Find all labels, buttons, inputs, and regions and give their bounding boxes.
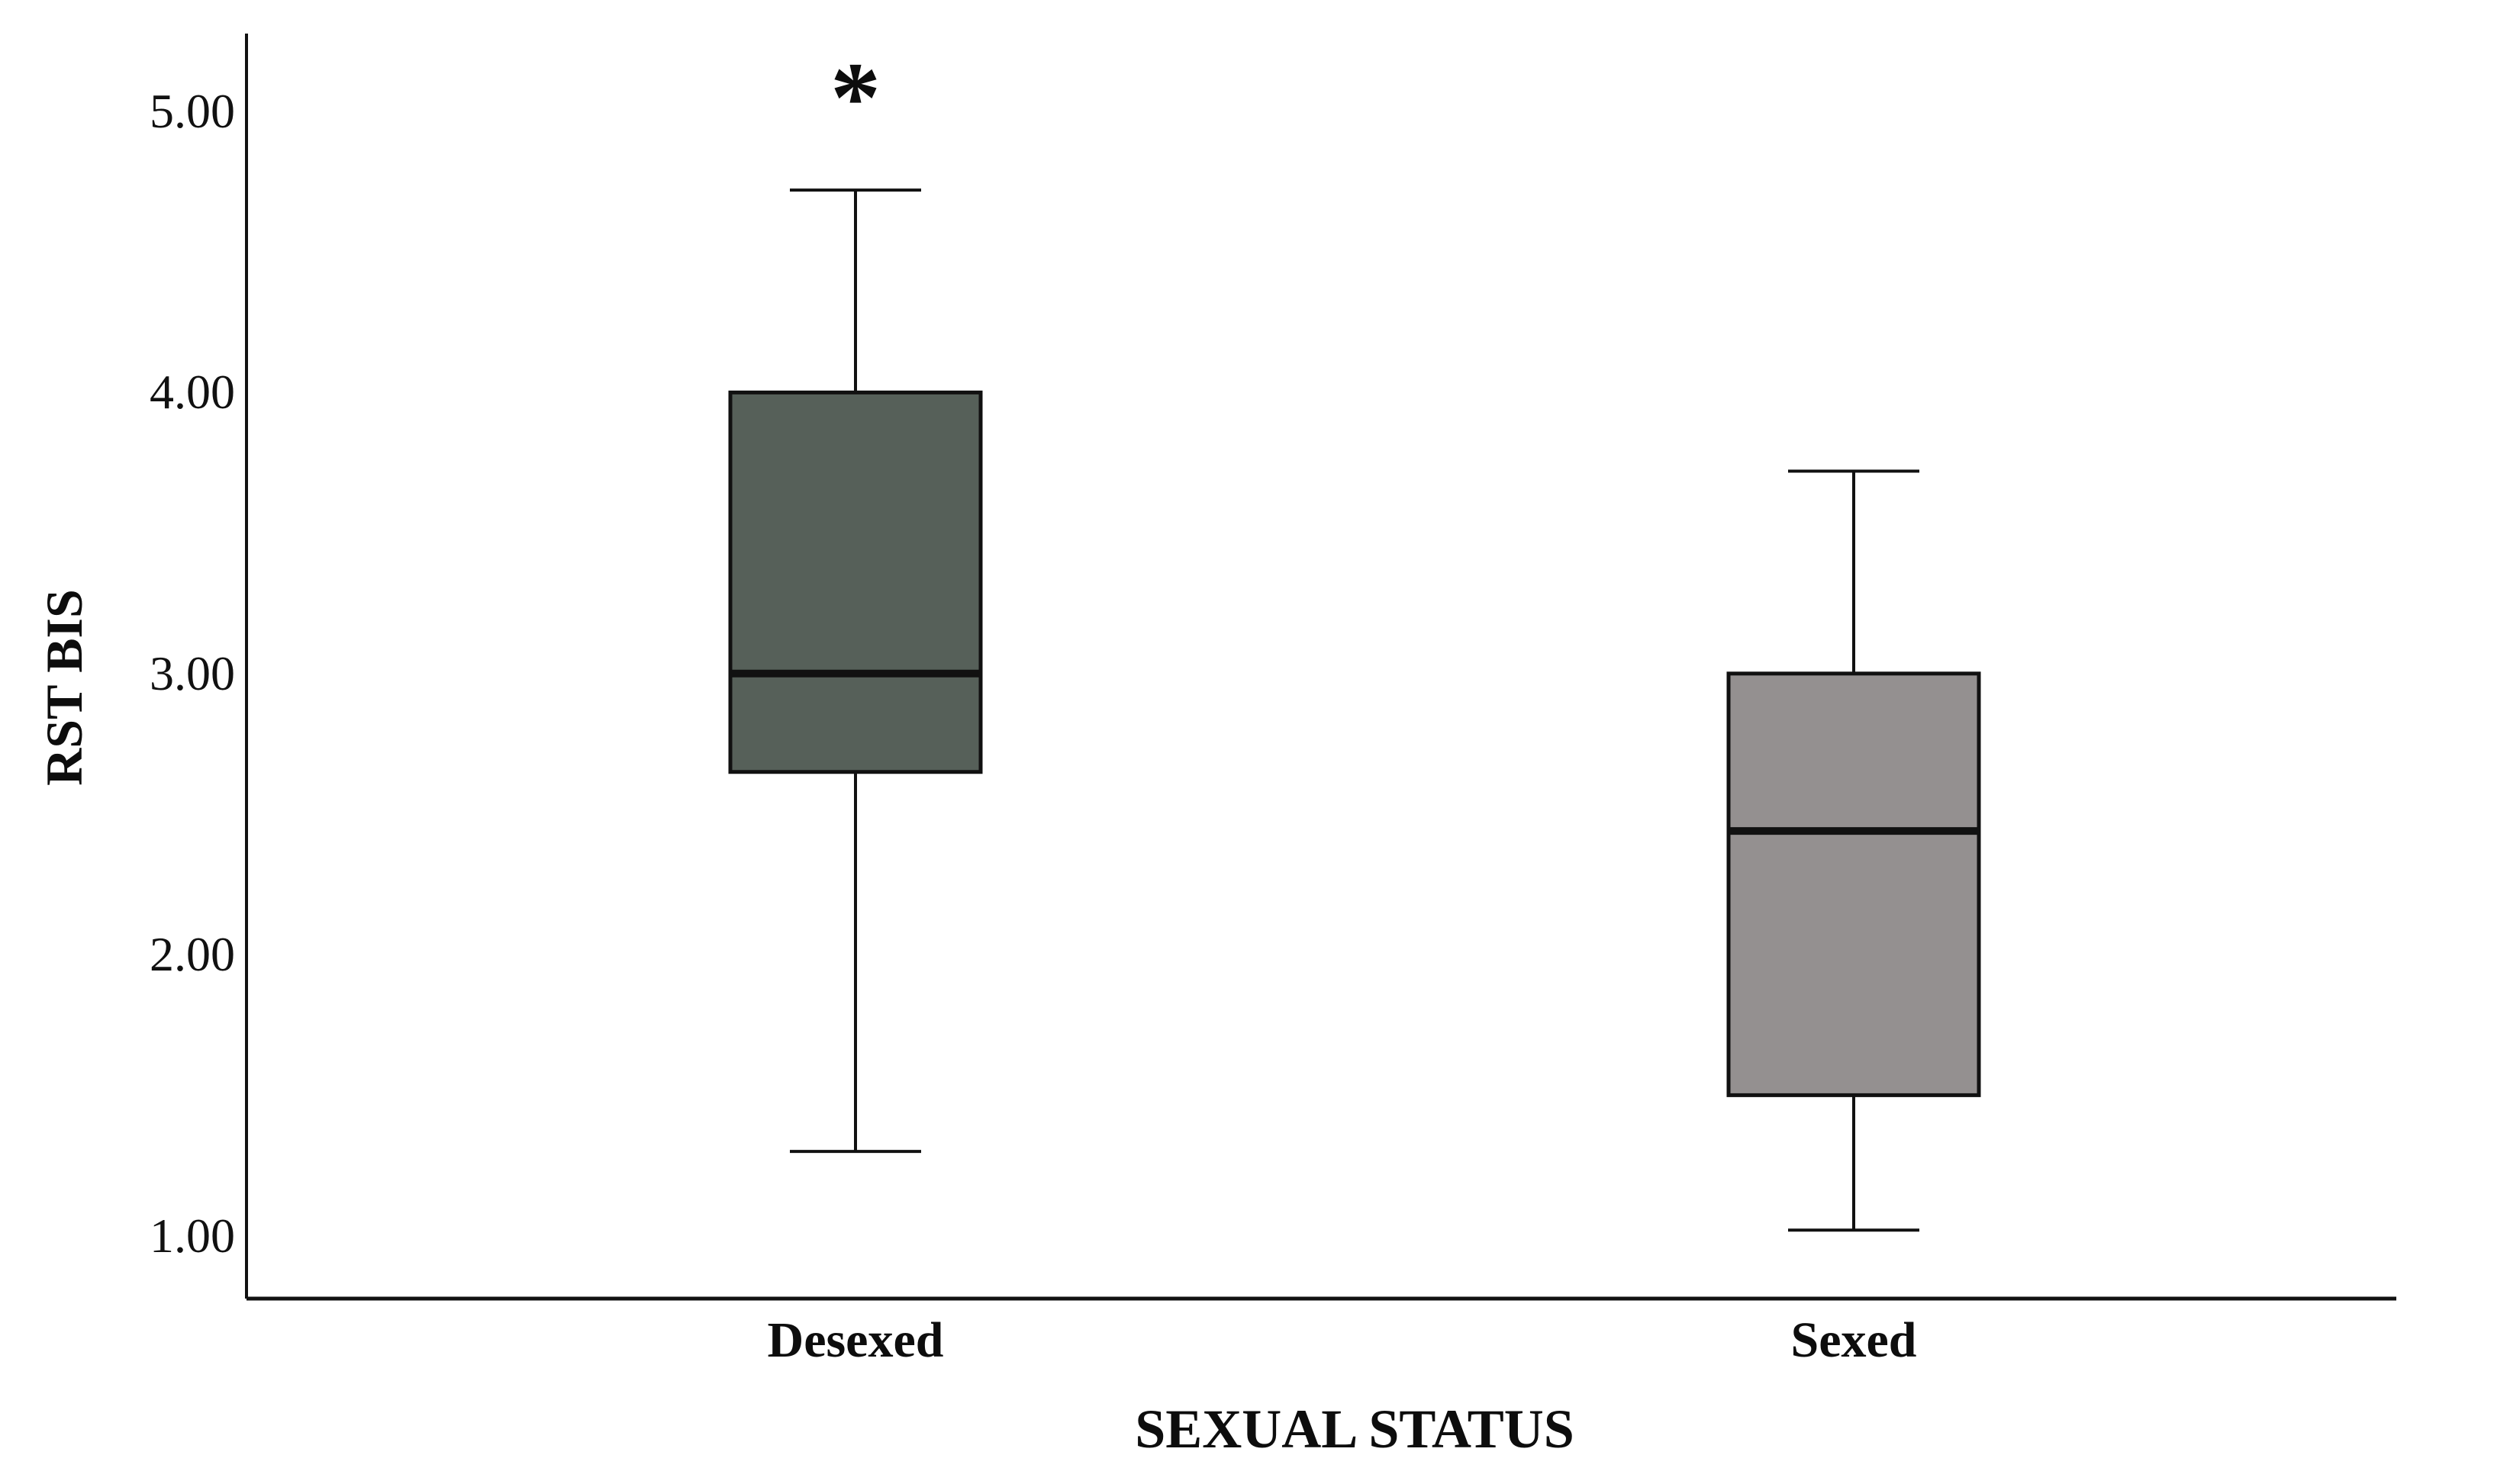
sexed-iqr-box [1726, 671, 1981, 1097]
y-tick-4: 4.00 [150, 365, 235, 419]
y-axis-title: RST BIS [35, 589, 93, 786]
category-label-desexed: Desexed [767, 1312, 944, 1368]
y-tick-3: 3.00 [150, 646, 235, 700]
category-label-sexed: Sexed [1790, 1312, 1917, 1368]
y-tick-1: 1.00 [150, 1209, 235, 1263]
y-tick-2: 2.00 [150, 927, 235, 981]
y-tick-5: 5.00 [150, 84, 235, 138]
desexed-iqr-box [728, 390, 983, 774]
x-axis-title: SEXUAL STATUS [1135, 1399, 1574, 1460]
significance-asterisk: * [830, 41, 881, 153]
